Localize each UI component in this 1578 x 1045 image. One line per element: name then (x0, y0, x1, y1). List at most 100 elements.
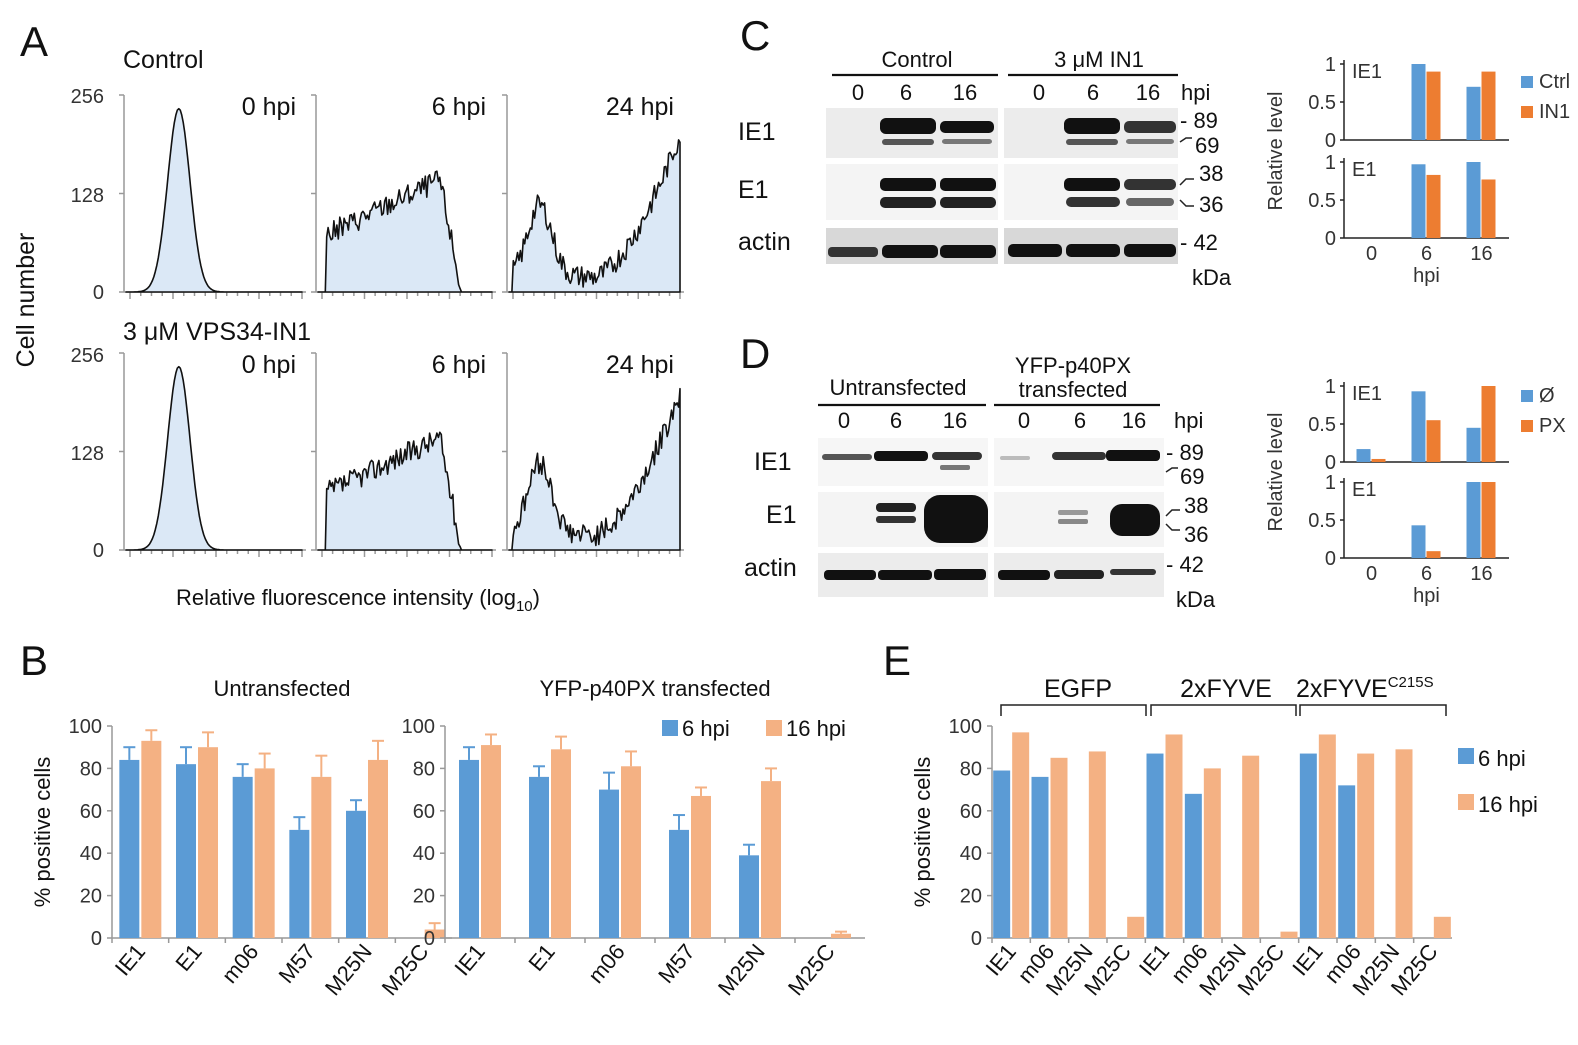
bar-16-hpi (1012, 732, 1030, 938)
bar-6-hpi (232, 776, 253, 938)
legend-swatch (1521, 420, 1533, 432)
d-band (932, 452, 982, 460)
d-lane-label: 6 (1074, 408, 1086, 433)
chart-y-tick-label: 40 (80, 843, 102, 865)
d-marker-bracket (1165, 523, 1180, 531)
bar-6-hpi (993, 770, 1011, 938)
legend-label: 6 hpi (682, 716, 730, 741)
c-blot-e1-left (826, 164, 998, 220)
chart-y-tick-label: 100 (949, 716, 982, 738)
chart-y-tick-label: 40 (960, 843, 982, 865)
panel-a-letter: A (20, 18, 48, 65)
c-marker-bracket (1179, 137, 1192, 143)
c-band (1066, 139, 1118, 145)
bar-6-hpi (529, 776, 549, 938)
bar-16-hpi (254, 768, 275, 938)
small-chart-xlabel: hpi (1413, 585, 1440, 607)
legend-label: Ctrl (1539, 71, 1570, 93)
chart-x-tick-label: M25N (713, 939, 770, 1000)
bar-6-hpi (739, 855, 759, 938)
legend-label: Ø (1539, 385, 1555, 407)
bar-Ctrl (1411, 64, 1426, 140)
c-band (882, 245, 938, 258)
bar-16-hpi (141, 740, 162, 938)
small-chart-xlabel: hpi (1413, 265, 1440, 287)
bar-6-hpi (1031, 776, 1049, 938)
e-group-2xfyve: 2xFYVE (1180, 675, 1272, 703)
bar-16-hpi (1165, 734, 1183, 938)
c-band (1124, 121, 1176, 133)
histogram-time-label: 0 hpi (242, 351, 296, 379)
bar-16-hpi (761, 781, 781, 938)
panel-b-letter: B (20, 637, 48, 684)
e-bracket (1150, 704, 1297, 716)
d-band (934, 569, 986, 580)
d-band (1000, 456, 1030, 460)
c-blot-e1-right (1004, 164, 1178, 220)
d-marker: 38 (1184, 493, 1208, 518)
chart-y-tick-label: 20 (960, 886, 982, 908)
c-row-e1: E1 (738, 176, 769, 204)
d-marker: 69 (1180, 464, 1204, 489)
bar-Ctrl (1466, 162, 1481, 238)
chart-y-tick-label: 0 (971, 928, 982, 950)
histogram-curve (508, 139, 681, 293)
histogram-curve (125, 107, 303, 293)
chart-y-tick-label: 80 (80, 758, 102, 780)
legend-swatch (766, 720, 782, 736)
histogram-curve (125, 365, 303, 551)
small-chart-x-tick-label: 0 (1366, 563, 1377, 585)
bar-Ø (1466, 427, 1481, 462)
c-marker: 38 (1199, 161, 1223, 186)
d-marker: 36 (1184, 522, 1208, 547)
bar-16-hpi (1433, 916, 1451, 938)
c-band (942, 139, 992, 144)
bar-16-hpi (1203, 768, 1221, 938)
bar-Ø (1466, 482, 1481, 558)
d-row-e1: E1 (766, 501, 797, 529)
bar-6-hpi (119, 759, 140, 938)
e-group-egfp: EGFP (1044, 675, 1112, 703)
d-band (876, 503, 916, 512)
histogram-time-label: 0 hpi (242, 93, 296, 121)
bar-PX (1481, 482, 1496, 558)
small-chart-x-tick-label: 16 (1470, 563, 1492, 585)
chart-ylabel: % positive cells (910, 757, 935, 907)
chart-x-tick-label: M25N (320, 939, 377, 1000)
c-band (880, 118, 936, 134)
d-lane-label: 16 (943, 408, 967, 433)
legend-swatch (1521, 106, 1533, 118)
small-chart-y-tick-label: 1 (1325, 152, 1336, 174)
bar-6-hpi (669, 829, 689, 938)
chart-y-tick-label: 60 (960, 801, 982, 823)
d-marker-bracket (1165, 467, 1178, 473)
bar-6-hpi (1146, 753, 1164, 938)
d-lane-label: 6 (890, 408, 902, 433)
c-group-control: Control (882, 47, 953, 72)
c-band (1124, 179, 1176, 190)
c-lane-label: 6 (900, 80, 912, 105)
chart-ylabel: % positive cells (30, 757, 55, 907)
d-band (876, 516, 916, 523)
bar-16-hpi (831, 933, 851, 938)
bar-Ctrl (1411, 164, 1426, 238)
c-marker-bracket (1179, 199, 1194, 207)
bar-6-hpi (176, 764, 196, 938)
c-lane-label: 16 (1136, 80, 1160, 105)
small-chart-panel-title: E1 (1352, 159, 1376, 181)
c-lane-label: 16 (953, 80, 977, 105)
legend-label: PX (1539, 415, 1566, 437)
d-lane-label: 16 (1122, 408, 1146, 433)
chart-y-tick-label: 60 (80, 801, 102, 823)
histogram-curve (508, 387, 681, 551)
panel-d-letter: D (740, 330, 770, 377)
e-group-2xfyve-mut: 2xFYVEC215S (1296, 674, 1434, 703)
c-band (1064, 178, 1120, 191)
c-marker-bracket (1179, 178, 1194, 186)
c-band (1126, 139, 1174, 144)
histogram-curve (317, 431, 493, 551)
chart-x-tick-label: m06 (583, 939, 630, 988)
d-group-transfected: transfected (1019, 377, 1128, 402)
panel-e-letter: E (883, 637, 911, 684)
